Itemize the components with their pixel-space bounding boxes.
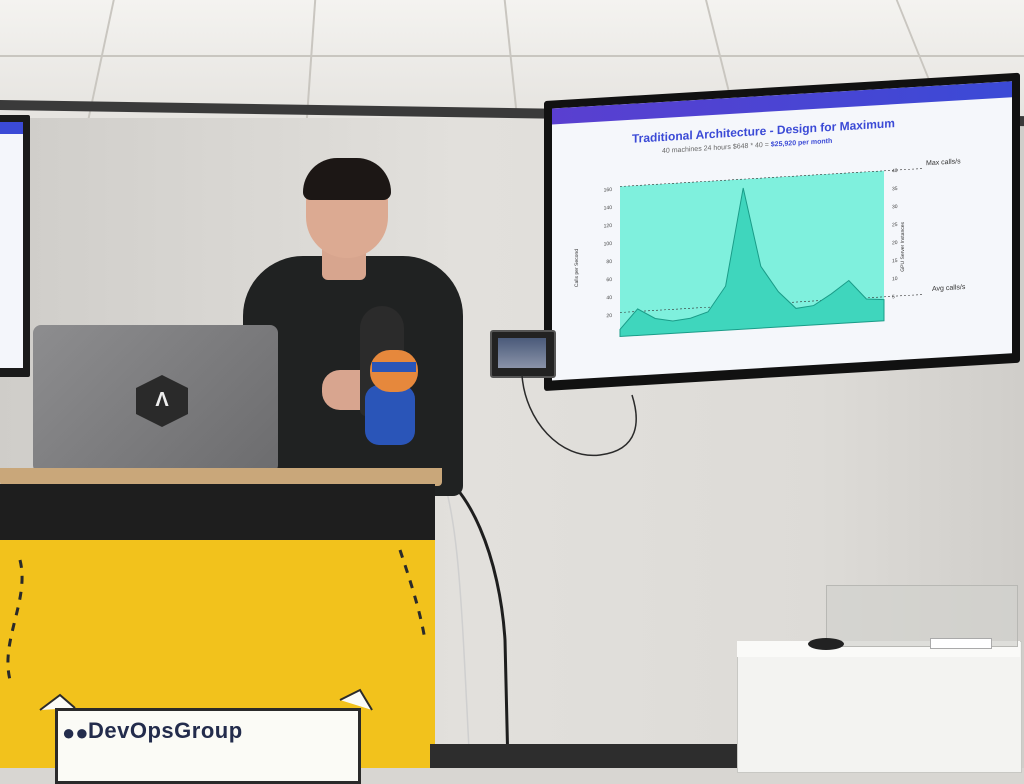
left-tick-label: 60 xyxy=(606,277,612,283)
tiger-plush-mask xyxy=(372,362,416,372)
right-tick-label: 25 xyxy=(892,222,898,228)
left-tick-label: 40 xyxy=(606,295,612,301)
supply-tray xyxy=(826,585,1018,647)
baseboard xyxy=(430,744,740,768)
device-cable xyxy=(521,374,637,457)
right-tick-label: 20 xyxy=(892,240,898,246)
left-tv-screen xyxy=(0,122,23,368)
presenter-hair xyxy=(303,158,391,200)
podium-band xyxy=(0,484,435,542)
left-tick-label: 80 xyxy=(606,259,612,265)
white-cabinet xyxy=(737,641,1022,773)
tray-label xyxy=(930,638,992,649)
conference-puck xyxy=(808,638,844,650)
podium-doodles xyxy=(6,549,427,711)
right-tick-label: 30 xyxy=(892,204,898,210)
calls-area xyxy=(619,187,885,338)
right-tick-label: 10 xyxy=(892,276,898,282)
podium-brand: DevOpsGroup xyxy=(88,718,243,743)
people-logo-icon: ●● xyxy=(62,720,89,745)
left-tick-label: 160 xyxy=(604,187,613,194)
right-tick-label: 35 xyxy=(892,186,898,192)
podium-top xyxy=(0,468,442,486)
wall-device-screen xyxy=(498,338,546,368)
white-cable xyxy=(439,469,471,768)
tiger-plush-body xyxy=(365,385,415,445)
wall-device xyxy=(490,330,556,378)
mic-cable xyxy=(424,463,510,768)
ceiling-grid-line xyxy=(0,55,1024,57)
right-tick-label: 40 xyxy=(892,168,898,174)
laptop-logo-mark-icon: Λ xyxy=(155,389,169,411)
left-tick-label: 100 xyxy=(604,241,613,248)
slide-screen: Traditional Architecture - Design for Ma… xyxy=(552,81,1012,381)
left-tick-label: 120 xyxy=(604,223,613,230)
left-tick-label: 140 xyxy=(604,205,613,212)
main-tv: Traditional Architecture - Design for Ma… xyxy=(544,72,1020,391)
slide-chart: 160 140 120 100 80 60 40 20 40 35 30 25 20 15 10 5 xyxy=(604,168,922,338)
right-tick-label: 5 xyxy=(892,294,895,300)
left-tick-label: 20 xyxy=(606,313,612,319)
right-tick-label: 15 xyxy=(892,258,898,264)
